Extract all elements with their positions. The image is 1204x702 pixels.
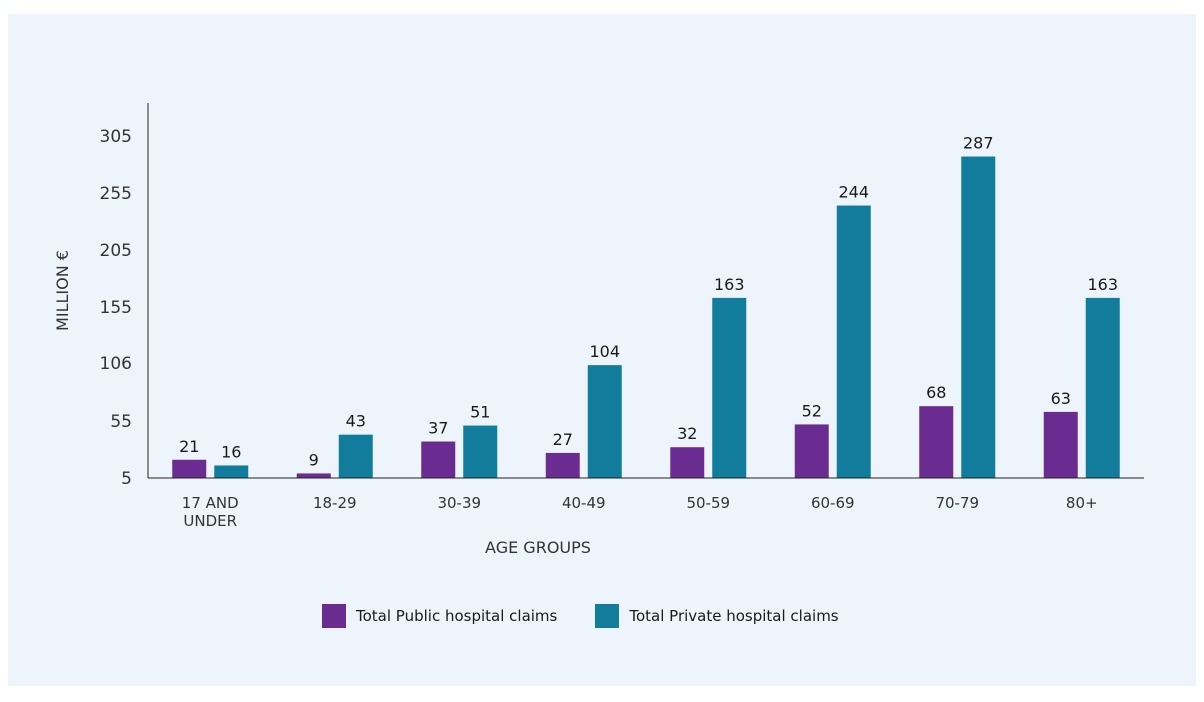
y-tick-label: 155 [100, 298, 132, 318]
bar-value-label: 104 [589, 342, 620, 361]
bar-public [421, 441, 456, 478]
legend-swatch-public [322, 604, 346, 628]
legend-swatch-private [595, 604, 620, 628]
bar-private [961, 156, 996, 478]
bar-value-label: 51 [470, 403, 490, 422]
bar-public [545, 452, 580, 478]
y-tick-label: 55 [110, 412, 132, 432]
x-tick-label: 17 AND [182, 494, 239, 512]
bar-value-label: 63 [1051, 389, 1071, 408]
bar-value-label: 16 [221, 442, 241, 461]
bar-private [463, 425, 498, 478]
x-tick-label: 18-29 [313, 494, 357, 512]
bar-public [794, 424, 829, 478]
x-tick-label: UNDER [183, 512, 237, 530]
bar-private [338, 434, 373, 478]
bar-private [836, 205, 871, 479]
bar-public [919, 406, 954, 478]
x-tick-label: 80+ [1066, 494, 1098, 512]
bar-value-labels: 21 9 37 27 32 52 68 63 16 43 51 104 163 244 287 163 [179, 134, 1118, 470]
bar-value-label: 27 [553, 430, 573, 449]
bar-value-label: 68 [926, 383, 946, 402]
bar-value-label: 244 [838, 183, 869, 202]
x-tick-label: 60-69 [811, 494, 855, 512]
y-tick-label: 255 [100, 184, 132, 204]
bars [172, 156, 1120, 479]
bar-value-label: 163 [714, 275, 745, 294]
bar-value-label: 43 [346, 412, 366, 431]
bar-private [1085, 297, 1120, 478]
bar-value-label: 287 [963, 134, 994, 153]
x-tick-label: 30-39 [437, 494, 481, 512]
x-tick-label: 50-59 [686, 494, 730, 512]
legend-label-public: Total Public hospital claims [356, 607, 558, 625]
x-tick-label: 70-79 [935, 494, 979, 512]
bar-value-label: 37 [428, 419, 448, 438]
y-tick-label: 5 [121, 469, 132, 489]
bar-public [1043, 411, 1078, 478]
y-tick-label: 205 [100, 241, 132, 261]
bar-private [214, 465, 249, 478]
bar-value-label: 32 [677, 424, 697, 443]
bar-private [712, 297, 747, 478]
bar-public [172, 459, 207, 478]
legend: Total Public hospital claims Total Priva… [322, 603, 877, 629]
chart-panel [8, 14, 1196, 686]
x-axis-label: AGE GROUPS [485, 538, 591, 557]
y-tick-label: 305 [100, 127, 132, 147]
bar-public [670, 447, 705, 478]
bar-value-label: 21 [179, 437, 199, 456]
y-axis-label: MILLION € [53, 250, 72, 331]
legend-item-private: Total Private hospital claims [595, 604, 839, 628]
y-tick-label: 106 [100, 354, 132, 374]
bar-public [296, 473, 331, 478]
bar-value-label: 163 [1087, 275, 1118, 294]
legend-label-private: Total Private hospital claims [629, 607, 839, 625]
x-tick-label: 40-49 [562, 494, 606, 512]
legend-item-public: Total Public hospital claims [322, 604, 557, 628]
bar-value-label: 9 [309, 450, 319, 469]
bar-private [587, 365, 622, 478]
bar-value-label: 52 [802, 401, 822, 420]
